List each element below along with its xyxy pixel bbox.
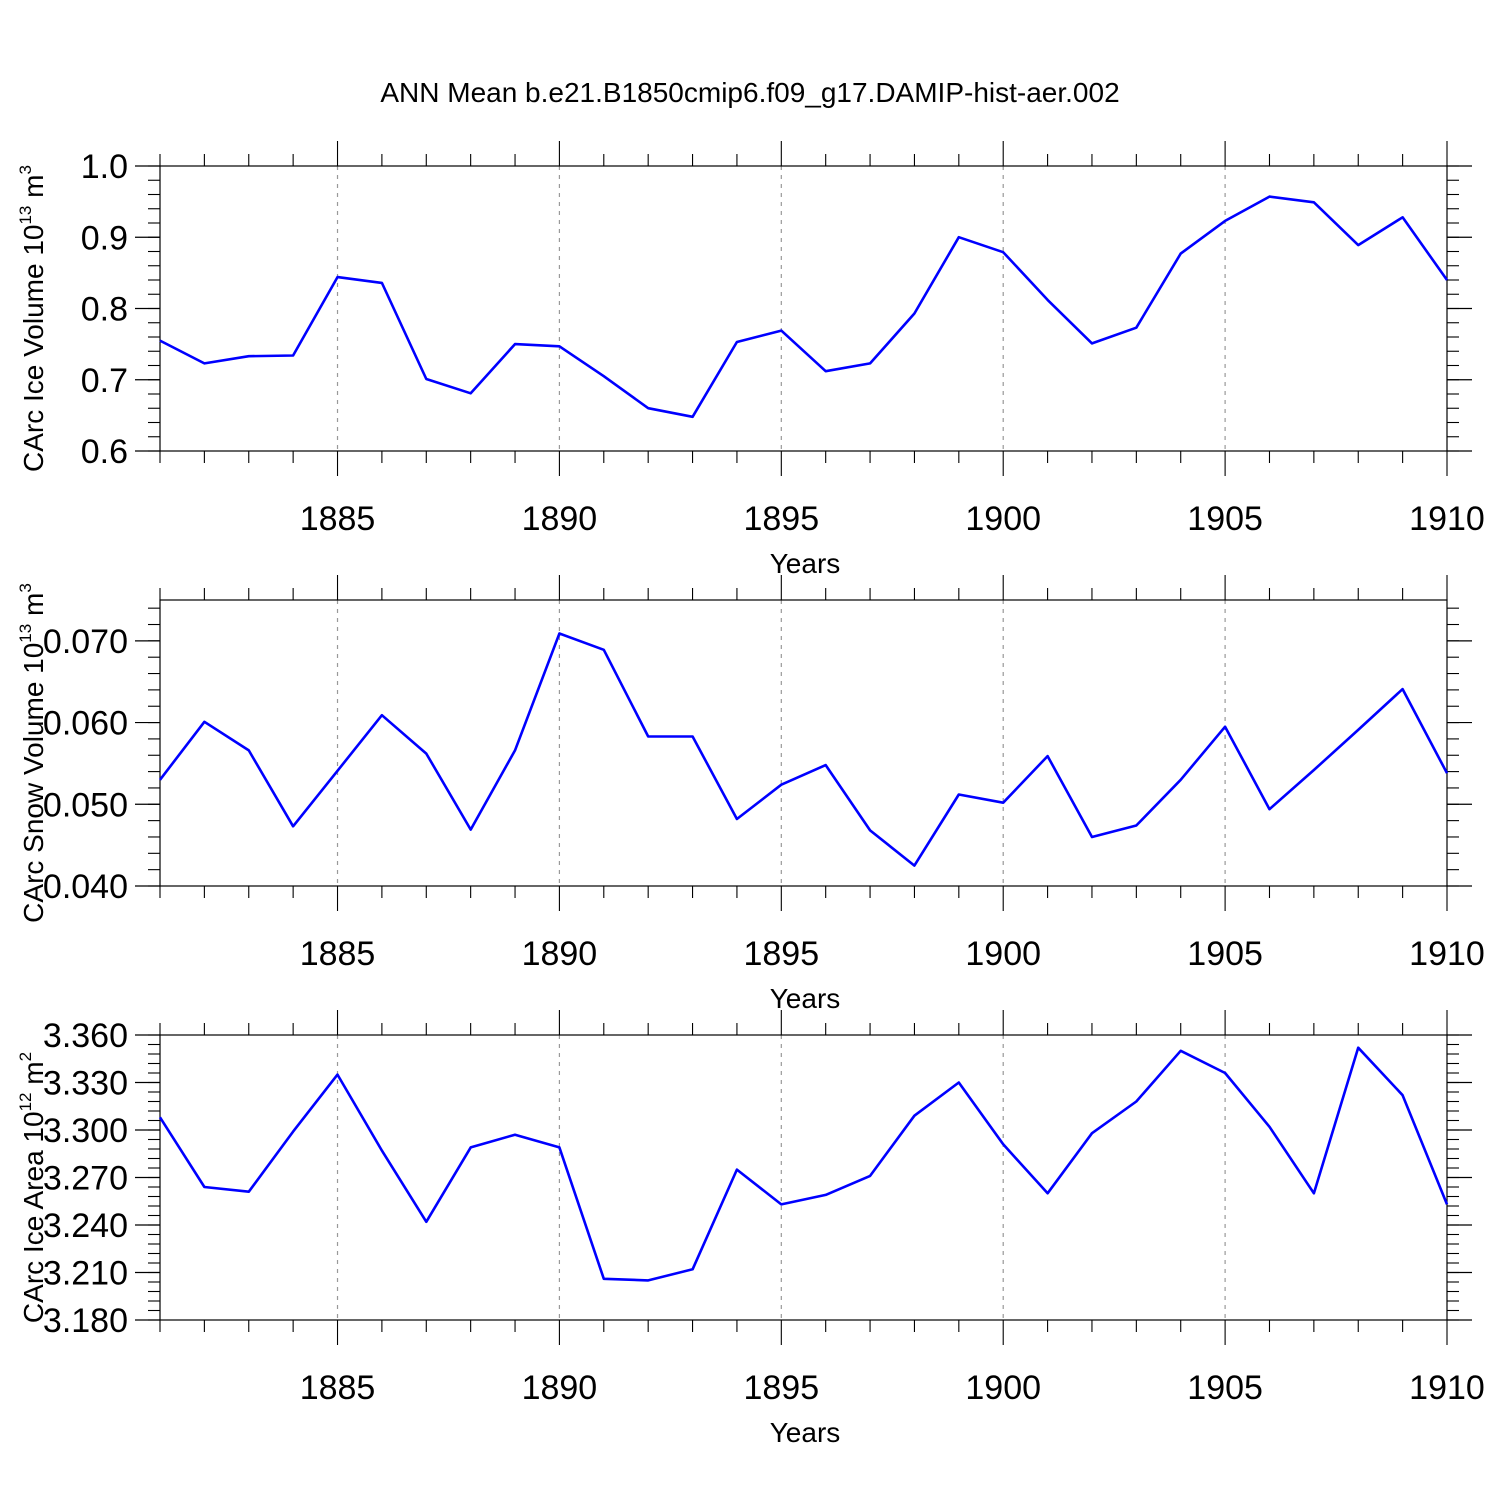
x-tick-label: 1890 bbox=[522, 1369, 598, 1407]
y-tick-label: 3.360 bbox=[43, 1017, 128, 1055]
y-tick-label: 0.060 bbox=[43, 705, 128, 743]
y-tick-label: 3.330 bbox=[43, 1065, 128, 1103]
y-tick-label: 0.6 bbox=[81, 433, 128, 471]
panels: 0.6 0.7 0.8 0.9 1.0 1885 1890 1895 1900 1905 1910 Y… bbox=[16, 141, 1485, 1448]
x-tick-label: 1910 bbox=[1409, 1369, 1485, 1407]
x-axis-label: Years bbox=[770, 983, 841, 1014]
y-tick-label: 3.210 bbox=[43, 1255, 128, 1293]
y-tick-label: 0.040 bbox=[43, 868, 128, 906]
x-tick-label: 1895 bbox=[743, 500, 819, 538]
x-tick-label: 1905 bbox=[1187, 1369, 1263, 1407]
series-line bbox=[158, 632, 1449, 867]
x-axis-label: Years bbox=[770, 1417, 841, 1448]
plot-frame bbox=[159, 1034, 1448, 1321]
x-tick-label: 1900 bbox=[965, 1369, 1041, 1407]
panel-3: 3.180 3.210 3.240 3.270 3.300 3.330 3.360 1885 1… bbox=[16, 1010, 1485, 1448]
x-tick-label: 1895 bbox=[743, 935, 819, 973]
y-tick-label: 3.180 bbox=[43, 1302, 128, 1340]
plot-frame bbox=[159, 599, 1448, 887]
y-tick-label: 0.7 bbox=[81, 362, 128, 400]
x-tick-label: 1885 bbox=[300, 500, 376, 538]
x-tick-label: 1890 bbox=[522, 500, 598, 538]
x-axis-label: Years bbox=[770, 548, 841, 579]
x-tick-label: 1885 bbox=[300, 1369, 376, 1407]
y-axis-label: CArc Ice Volume 1013 m3 bbox=[16, 165, 49, 472]
x-tick-label: 1900 bbox=[965, 935, 1041, 973]
x-tick-label: 1910 bbox=[1409, 935, 1485, 973]
y-tick-label: 0.9 bbox=[81, 219, 128, 257]
y-tick-label: 3.270 bbox=[43, 1160, 128, 1198]
series-line bbox=[158, 1046, 1449, 1282]
y-tick-label: 1.0 bbox=[81, 148, 128, 186]
x-tick-label: 1900 bbox=[965, 500, 1041, 538]
plot-frame bbox=[159, 165, 1448, 452]
y-tick-label: 3.300 bbox=[43, 1112, 128, 1150]
y-tick-label: 0.070 bbox=[43, 623, 128, 661]
y-tick-label: 0.8 bbox=[81, 291, 128, 329]
figure-title: ANN Mean b.e21.B1850cmip6.f09_g17.DAMIP-… bbox=[380, 77, 1119, 108]
y-tick-label: 0.050 bbox=[43, 786, 128, 824]
x-tick-label: 1895 bbox=[743, 1369, 819, 1407]
panel-1: 0.6 0.7 0.8 0.9 1.0 1885 1890 1895 1900 1905 1910 Y… bbox=[16, 141, 1485, 579]
y-axis-label: CArc Ice Area 1012 m2 bbox=[16, 1052, 49, 1323]
x-tick-label: 1905 bbox=[1187, 935, 1263, 973]
panel-2: 0.040 0.050 0.060 0.070 1885 1890 1895 1900 1905… bbox=[16, 575, 1485, 1014]
x-tick-label: 1910 bbox=[1409, 500, 1485, 538]
series-line bbox=[159, 195, 1449, 419]
y-tick-label: 3.240 bbox=[43, 1207, 128, 1245]
x-tick-label: 1885 bbox=[300, 935, 376, 973]
x-tick-label: 1905 bbox=[1187, 500, 1263, 538]
x-tick-label: 1890 bbox=[522, 935, 598, 973]
y-axis-label: CArc Snow Volume 1013 m3 bbox=[16, 583, 49, 923]
